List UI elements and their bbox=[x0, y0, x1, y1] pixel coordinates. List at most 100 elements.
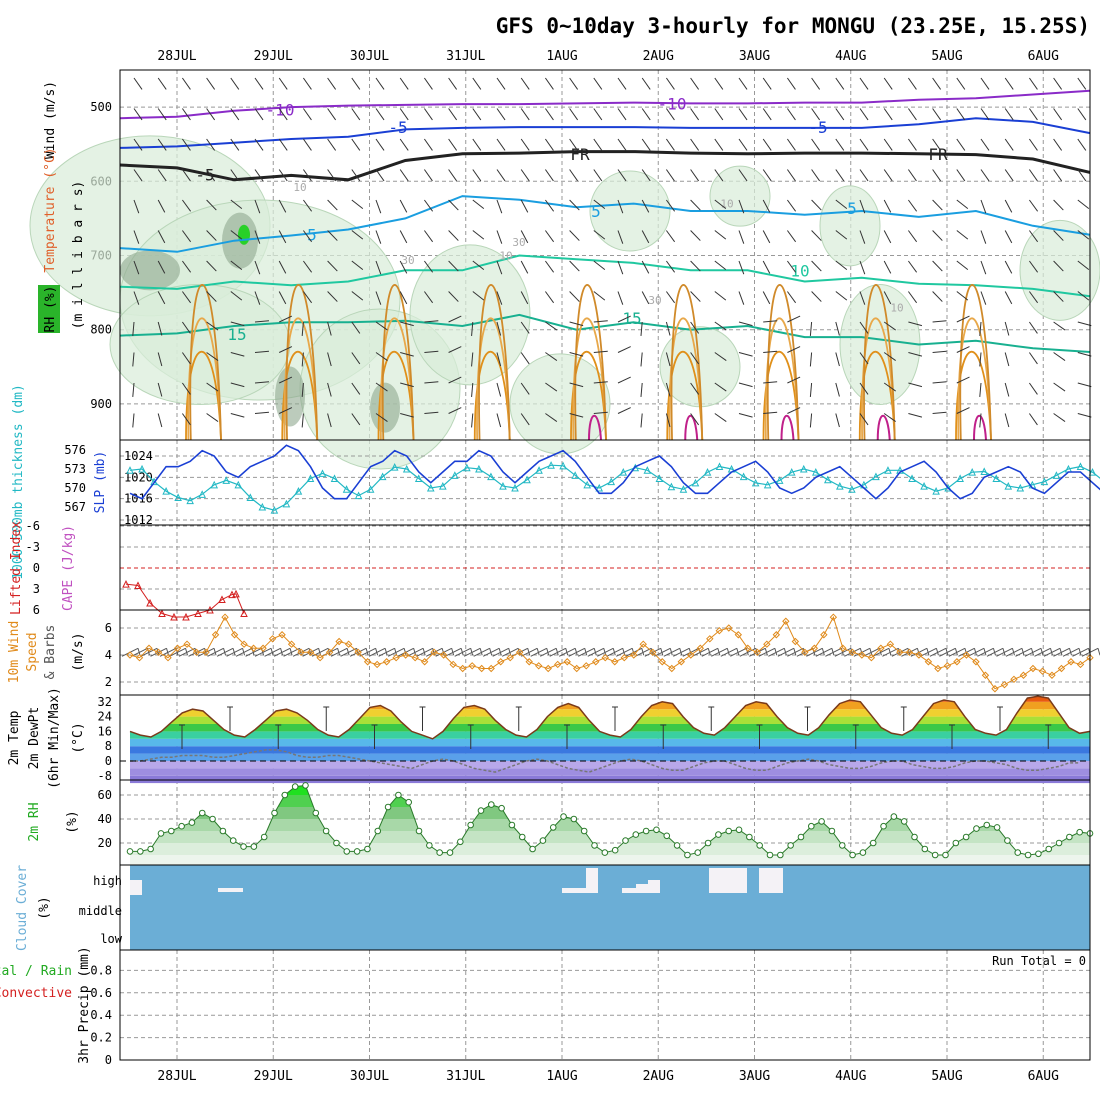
wind-barb bbox=[714, 413, 727, 422]
wind-barb bbox=[908, 321, 923, 327]
rh-point bbox=[787, 842, 794, 849]
rh-point bbox=[126, 848, 134, 855]
wind-barb bbox=[302, 260, 313, 273]
wind-barb-flag bbox=[726, 648, 730, 656]
wind-barb bbox=[448, 169, 458, 182]
wind-barb bbox=[738, 260, 745, 275]
rh-point bbox=[312, 809, 320, 817]
wind-barb bbox=[617, 230, 624, 244]
rh-point bbox=[467, 821, 474, 829]
thickness-point bbox=[354, 491, 363, 500]
pressure-tick: 500 bbox=[90, 100, 112, 114]
wind-speed-point bbox=[734, 631, 743, 639]
wind-barb-10m bbox=[578, 647, 595, 657]
wind-barb-flag bbox=[612, 648, 616, 656]
wind-barb bbox=[665, 382, 671, 397]
wind-barb-flag bbox=[413, 648, 417, 656]
rh-point bbox=[487, 801, 495, 808]
wind-barb bbox=[956, 199, 969, 210]
isotherm-warm bbox=[476, 317, 511, 441]
wind-barb bbox=[278, 77, 288, 90]
ylabel-wind: Wind (m/s) bbox=[43, 81, 58, 159]
temp-band bbox=[130, 753, 1090, 761]
wind-barb bbox=[738, 138, 748, 151]
wind-barb bbox=[520, 230, 529, 244]
wind-barb bbox=[327, 138, 337, 151]
wind-barb bbox=[786, 108, 796, 121]
li-point bbox=[194, 609, 202, 617]
rh-point bbox=[673, 842, 681, 849]
wind-barb bbox=[520, 199, 529, 213]
rh-shading bbox=[409, 244, 531, 386]
thickness-point bbox=[811, 468, 820, 476]
isotherm-label: FR bbox=[928, 145, 948, 164]
wind-barb bbox=[835, 291, 848, 301]
wind-barb-10m bbox=[454, 647, 471, 657]
wind-barb bbox=[593, 350, 608, 353]
rh-point bbox=[188, 819, 196, 826]
rh-shading bbox=[839, 284, 921, 406]
wind-barb-flag bbox=[707, 648, 711, 656]
wind-speed-point bbox=[810, 644, 819, 652]
wind-barb bbox=[230, 169, 240, 182]
pressure-tick: 900 bbox=[90, 397, 112, 411]
wind-barb bbox=[1004, 108, 1014, 121]
wind-speed-point bbox=[611, 658, 619, 666]
isotherm-warm bbox=[185, 351, 222, 441]
wind-barb bbox=[132, 382, 135, 397]
wind-barb bbox=[835, 108, 845, 121]
temp-tick: 8 bbox=[105, 739, 112, 753]
thickness-point bbox=[463, 463, 471, 472]
wind-barb bbox=[980, 291, 987, 305]
wind-barb bbox=[956, 376, 970, 384]
wind-barb bbox=[423, 108, 433, 121]
wind-barb bbox=[762, 77, 772, 90]
isotherm-label: -5 bbox=[808, 118, 827, 137]
thickness-point bbox=[318, 469, 327, 477]
wind-barb bbox=[133, 230, 140, 244]
wind-barb bbox=[448, 407, 462, 414]
wind-barb-10m bbox=[226, 647, 243, 657]
wind-barb bbox=[738, 108, 748, 121]
wind-barb bbox=[520, 138, 530, 151]
wind-barb bbox=[206, 321, 219, 331]
wind-barb bbox=[448, 230, 459, 241]
rh-point bbox=[807, 822, 815, 830]
wind-barb bbox=[859, 382, 869, 395]
ylabel-wind-units: (m/s) bbox=[71, 632, 86, 671]
wind-speed-point bbox=[192, 648, 201, 657]
wind-barb bbox=[400, 321, 414, 327]
wind-barb bbox=[883, 77, 893, 90]
wind-barb bbox=[351, 382, 361, 395]
thickness-point bbox=[571, 471, 579, 479]
wind-barb-10m bbox=[207, 647, 224, 657]
wind-speed-point bbox=[905, 648, 914, 657]
wind-barb-flag bbox=[603, 648, 607, 656]
wind-barb bbox=[302, 291, 313, 304]
wind-barb bbox=[1053, 199, 1064, 211]
wind-barb bbox=[1077, 321, 1092, 327]
isotherm-warm bbox=[574, 284, 607, 441]
wind-barb bbox=[327, 169, 337, 182]
wind-barb-10m bbox=[406, 647, 424, 657]
wind-barb bbox=[1028, 169, 1038, 182]
wind-barb-10m bbox=[1034, 647, 1051, 657]
wind-barb bbox=[1077, 260, 1090, 271]
rh-legend-swatch bbox=[38, 285, 60, 333]
wind-barb bbox=[956, 138, 966, 151]
thickness-point bbox=[499, 481, 507, 490]
wind-barb bbox=[786, 260, 797, 273]
wind-barb bbox=[544, 291, 555, 304]
wind-barb bbox=[544, 169, 554, 182]
wind-barb bbox=[206, 77, 216, 90]
thickness-point bbox=[643, 466, 652, 474]
wind-barb-flag bbox=[717, 648, 721, 656]
li-tick: 6 bbox=[33, 603, 40, 617]
rh-point bbox=[890, 813, 898, 820]
wind-barb bbox=[593, 199, 606, 210]
wind-barb bbox=[690, 413, 700, 426]
wind-barb bbox=[763, 411, 778, 414]
wind-barb bbox=[424, 320, 439, 323]
wind-barb bbox=[811, 291, 822, 302]
wind-barb bbox=[472, 260, 485, 271]
